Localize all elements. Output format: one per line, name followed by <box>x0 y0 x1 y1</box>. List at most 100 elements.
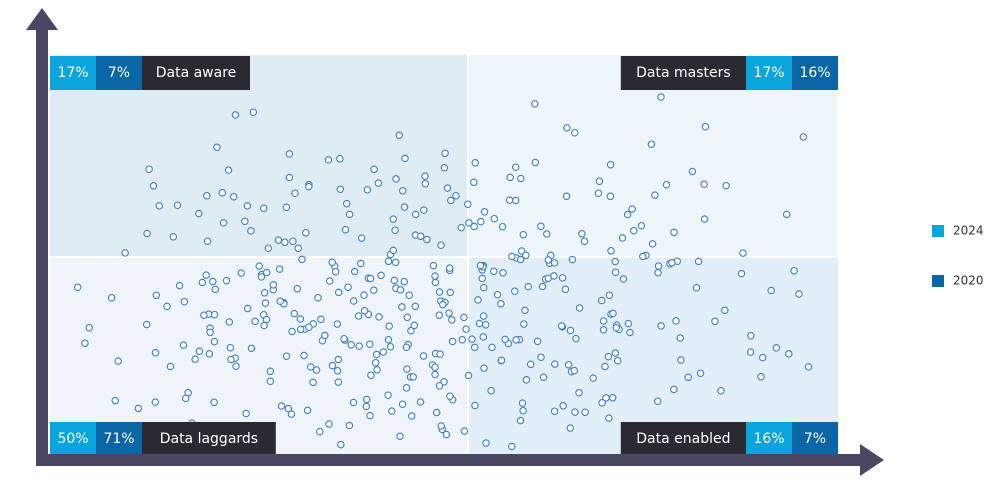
dot <box>203 237 212 245</box>
dot <box>506 173 514 182</box>
dot <box>336 155 344 163</box>
dot <box>399 187 407 195</box>
dot <box>482 439 490 447</box>
dot <box>594 189 603 197</box>
dot <box>262 268 271 277</box>
dot <box>597 296 606 305</box>
dot <box>688 167 697 176</box>
dot <box>480 208 489 216</box>
dot <box>606 160 615 169</box>
dot <box>241 217 249 226</box>
dot <box>445 264 454 272</box>
dot <box>328 361 337 370</box>
dot <box>431 272 439 280</box>
dot <box>296 315 305 323</box>
dot <box>739 249 747 257</box>
dot <box>672 317 680 325</box>
dot <box>521 306 529 315</box>
dot <box>403 365 411 373</box>
dot <box>471 159 480 167</box>
dot <box>305 323 313 331</box>
dot <box>475 319 484 328</box>
dot <box>370 165 378 174</box>
dot <box>452 191 460 200</box>
dot <box>317 315 325 324</box>
dot <box>114 357 122 365</box>
dot <box>419 352 428 360</box>
dot <box>499 269 507 277</box>
dot <box>758 353 767 362</box>
dot <box>372 350 381 359</box>
dot <box>175 281 184 290</box>
dot <box>143 229 151 238</box>
dot <box>448 316 456 324</box>
dot <box>670 228 678 237</box>
dot <box>564 360 573 369</box>
dot <box>262 315 271 324</box>
dot <box>384 391 392 399</box>
dot <box>470 178 478 187</box>
dot <box>519 230 528 239</box>
value-label: 71% <box>103 431 134 447</box>
value-box <box>746 422 792 456</box>
dot <box>437 422 445 430</box>
legend-label: 2024 <box>953 224 984 238</box>
dot <box>458 335 467 344</box>
dot <box>524 282 532 291</box>
dot <box>737 269 746 278</box>
dot <box>134 404 143 413</box>
value-box <box>50 56 96 90</box>
dot <box>282 203 291 212</box>
dot <box>407 326 415 335</box>
dot <box>347 341 355 349</box>
dot <box>479 283 488 292</box>
dot <box>198 278 207 287</box>
dot <box>517 174 525 183</box>
dot <box>518 399 527 407</box>
dot <box>533 337 542 346</box>
dot <box>476 261 485 270</box>
dot <box>668 259 676 267</box>
dot <box>219 219 228 227</box>
dot <box>537 353 545 361</box>
dot <box>493 290 502 299</box>
dot <box>290 309 299 318</box>
dot <box>701 122 710 131</box>
dot <box>345 210 354 219</box>
dot <box>289 237 297 245</box>
dot <box>512 336 520 344</box>
legend: 2024 2020 <box>932 224 984 288</box>
dot <box>601 362 609 371</box>
dot <box>804 363 813 371</box>
dot <box>440 378 448 386</box>
dot <box>331 267 340 276</box>
dot <box>210 398 218 407</box>
dot <box>367 371 375 379</box>
dot <box>350 267 359 276</box>
dot <box>218 189 227 197</box>
dot <box>333 367 342 375</box>
dot <box>111 396 120 405</box>
dot <box>405 291 413 299</box>
dot <box>508 442 516 451</box>
dot <box>210 337 219 346</box>
value-box <box>792 56 838 90</box>
dot <box>389 246 398 255</box>
quadrant-name-box <box>142 56 250 90</box>
dot <box>516 416 525 425</box>
dot <box>85 324 93 332</box>
dot <box>362 402 371 411</box>
dot <box>464 200 472 208</box>
dot <box>457 223 465 232</box>
dot <box>409 373 417 381</box>
dot <box>151 398 160 406</box>
dot <box>516 255 525 264</box>
dot <box>195 209 203 218</box>
dot <box>321 331 329 340</box>
dot <box>501 335 509 344</box>
value-label: 16% <box>753 431 784 447</box>
dot <box>337 440 345 449</box>
dot <box>377 271 385 280</box>
dot <box>490 214 499 223</box>
